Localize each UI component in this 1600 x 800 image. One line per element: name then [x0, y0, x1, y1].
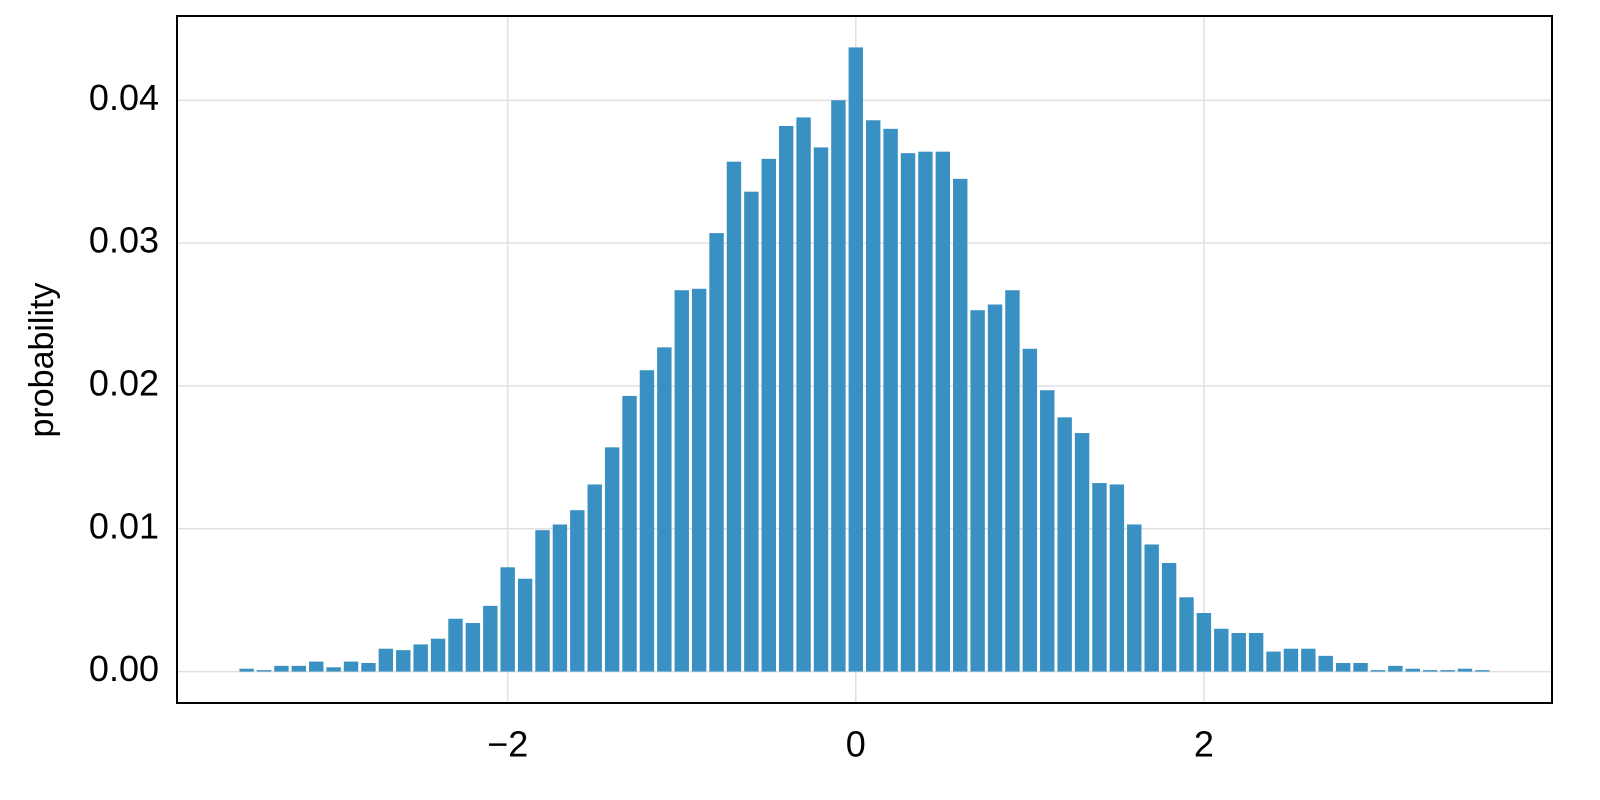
- y-axis-label: probability: [23, 283, 61, 438]
- bar: [1161, 563, 1177, 672]
- bar: [1179, 597, 1194, 672]
- bar: [691, 288, 707, 672]
- y-tick-label: 0.00: [89, 648, 159, 689]
- bar: [1196, 613, 1212, 672]
- bar: [900, 153, 916, 672]
- bar: [1405, 668, 1420, 672]
- y-tick-label: 0.03: [89, 220, 159, 261]
- bar: [465, 623, 481, 672]
- bar: [1353, 663, 1368, 672]
- bar: [953, 178, 968, 672]
- bar: [1283, 648, 1299, 672]
- bar: [535, 530, 550, 672]
- bar: [622, 395, 637, 672]
- bar: [1092, 483, 1107, 672]
- bar: [935, 151, 951, 672]
- bar: [1144, 544, 1159, 672]
- bar: [378, 648, 394, 672]
- bar: [918, 151, 933, 672]
- bar: [517, 578, 533, 672]
- bar: [1335, 663, 1351, 672]
- bar: [1109, 484, 1125, 672]
- bar: [1057, 417, 1072, 672]
- bar: [761, 158, 776, 672]
- bar: [813, 147, 829, 672]
- plot-frame: [176, 15, 1553, 704]
- bar: [274, 665, 289, 672]
- bar: [987, 304, 1003, 672]
- bar: [674, 290, 689, 672]
- bar: [1422, 670, 1438, 672]
- bar: [1040, 390, 1055, 672]
- bar: [1074, 433, 1090, 672]
- bar: [256, 670, 272, 672]
- bar: [639, 370, 655, 672]
- x-tick-label: 0: [846, 724, 866, 765]
- x-tick-label: −2: [487, 724, 528, 765]
- y-tick-label: 0.01: [89, 505, 159, 546]
- bar: [744, 191, 759, 672]
- bar: [396, 650, 411, 672]
- bar: [1318, 655, 1333, 672]
- bar: [883, 128, 898, 672]
- bar: [413, 644, 428, 672]
- bar: [430, 638, 446, 672]
- bar: [1301, 648, 1316, 672]
- bar: [1370, 670, 1386, 672]
- bar: [1266, 651, 1281, 672]
- bar: [1248, 633, 1264, 672]
- bar: [866, 120, 881, 672]
- bar: [604, 447, 620, 672]
- bar: [657, 347, 672, 672]
- bar: [1475, 670, 1490, 672]
- x-tick-label: 2: [1194, 724, 1214, 765]
- bar: [361, 663, 376, 672]
- bar: [1231, 633, 1246, 672]
- bar: [343, 661, 359, 672]
- bar: [1214, 628, 1229, 672]
- bar: [1005, 290, 1020, 672]
- bar: [796, 117, 811, 672]
- bar: [291, 665, 307, 672]
- bar: [778, 125, 794, 672]
- y-tick-label: 0.02: [89, 362, 159, 403]
- bar: [1388, 665, 1403, 672]
- bar: [1127, 524, 1142, 672]
- y-tick-label: 0.04: [89, 77, 159, 118]
- bar: [1022, 348, 1038, 672]
- bar: [587, 484, 602, 672]
- bar: [309, 661, 324, 672]
- bar: [1457, 668, 1473, 672]
- bar: [1440, 670, 1455, 672]
- bar: [726, 161, 742, 672]
- bar: [326, 667, 341, 672]
- bar: [709, 233, 724, 672]
- bar: [500, 567, 515, 672]
- bar: [970, 310, 985, 672]
- bar: [483, 605, 498, 672]
- bar: [570, 510, 585, 672]
- bar: [848, 47, 863, 672]
- bar: [831, 100, 846, 672]
- bar: [552, 524, 568, 672]
- bar: [448, 618, 463, 672]
- bar: [239, 668, 254, 672]
